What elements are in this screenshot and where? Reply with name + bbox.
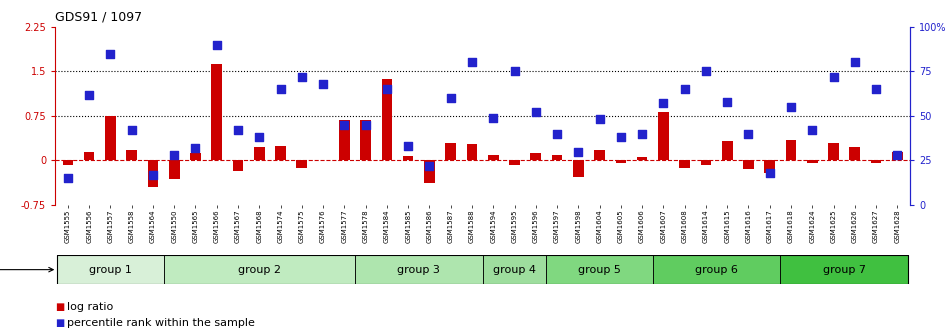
- Bar: [254, 148, 265, 161]
- Point: [231, 127, 246, 133]
- Point: [336, 122, 351, 127]
- Bar: [658, 112, 669, 161]
- Text: group 3: group 3: [397, 265, 440, 275]
- Text: ■: ■: [55, 318, 65, 328]
- Point: [82, 92, 97, 97]
- Text: percentile rank within the sample: percentile rank within the sample: [67, 318, 256, 328]
- Text: group 2: group 2: [238, 265, 281, 275]
- Bar: [84, 152, 94, 161]
- Point: [762, 170, 777, 176]
- Bar: [105, 116, 116, 161]
- Bar: [339, 120, 350, 161]
- Text: log ratio: log ratio: [67, 302, 114, 312]
- Bar: [722, 141, 732, 161]
- Point: [635, 131, 650, 136]
- Bar: [595, 150, 605, 161]
- Bar: [892, 152, 902, 161]
- Bar: [616, 161, 626, 163]
- Bar: [573, 161, 583, 177]
- Point: [465, 60, 480, 65]
- Point: [847, 60, 863, 65]
- Point: [315, 81, 331, 87]
- Text: group 5: group 5: [579, 265, 621, 275]
- Bar: [424, 161, 435, 183]
- Point: [485, 115, 501, 120]
- Text: other: other: [0, 265, 53, 275]
- Bar: [509, 161, 520, 165]
- Bar: [57, 255, 163, 284]
- Bar: [212, 64, 222, 161]
- Point: [166, 153, 181, 158]
- Bar: [653, 255, 780, 284]
- Bar: [488, 155, 499, 161]
- Point: [677, 86, 693, 92]
- Point: [826, 74, 841, 79]
- Point: [401, 143, 416, 149]
- Bar: [403, 156, 413, 161]
- Text: group 7: group 7: [823, 265, 865, 275]
- Point: [571, 149, 586, 154]
- Point: [294, 74, 310, 79]
- Text: group 1: group 1: [89, 265, 132, 275]
- Point: [443, 95, 458, 101]
- Point: [592, 117, 607, 122]
- Point: [528, 110, 543, 115]
- Bar: [355, 255, 483, 284]
- Bar: [828, 143, 839, 161]
- Bar: [849, 148, 860, 161]
- Bar: [276, 145, 286, 161]
- Point: [103, 51, 118, 56]
- Point: [698, 69, 713, 74]
- Point: [784, 104, 799, 110]
- Bar: [483, 255, 546, 284]
- Point: [614, 135, 629, 140]
- Point: [209, 42, 224, 47]
- Point: [422, 163, 437, 168]
- Bar: [546, 255, 653, 284]
- Point: [358, 122, 373, 127]
- Bar: [743, 161, 753, 169]
- Text: group 4: group 4: [493, 265, 536, 275]
- Text: group 6: group 6: [695, 265, 738, 275]
- Bar: [147, 161, 159, 187]
- Point: [60, 175, 75, 181]
- Bar: [360, 120, 370, 161]
- Bar: [780, 255, 908, 284]
- Bar: [786, 140, 796, 161]
- Point: [273, 86, 288, 92]
- Point: [145, 172, 161, 177]
- Bar: [636, 158, 648, 161]
- Bar: [871, 161, 882, 163]
- Bar: [446, 143, 456, 161]
- Bar: [296, 161, 307, 168]
- Bar: [530, 153, 541, 161]
- Point: [549, 131, 564, 136]
- Bar: [126, 150, 137, 161]
- Bar: [552, 155, 562, 161]
- Point: [868, 86, 884, 92]
- Bar: [382, 79, 392, 161]
- Bar: [63, 161, 73, 165]
- Text: GDS91 / 1097: GDS91 / 1097: [55, 10, 142, 23]
- Bar: [807, 161, 818, 163]
- Point: [252, 135, 267, 140]
- Point: [507, 69, 522, 74]
- Point: [741, 131, 756, 136]
- Point: [719, 99, 734, 104]
- Bar: [163, 255, 355, 284]
- Bar: [679, 161, 690, 168]
- Bar: [765, 161, 775, 173]
- Bar: [233, 161, 243, 171]
- Point: [656, 101, 671, 106]
- Bar: [169, 161, 180, 179]
- Point: [379, 86, 394, 92]
- Point: [124, 127, 140, 133]
- Point: [890, 153, 905, 158]
- Bar: [700, 161, 712, 165]
- Bar: [466, 144, 477, 161]
- Point: [188, 145, 203, 151]
- Bar: [190, 153, 200, 161]
- Point: [805, 127, 820, 133]
- Text: ■: ■: [55, 302, 65, 312]
